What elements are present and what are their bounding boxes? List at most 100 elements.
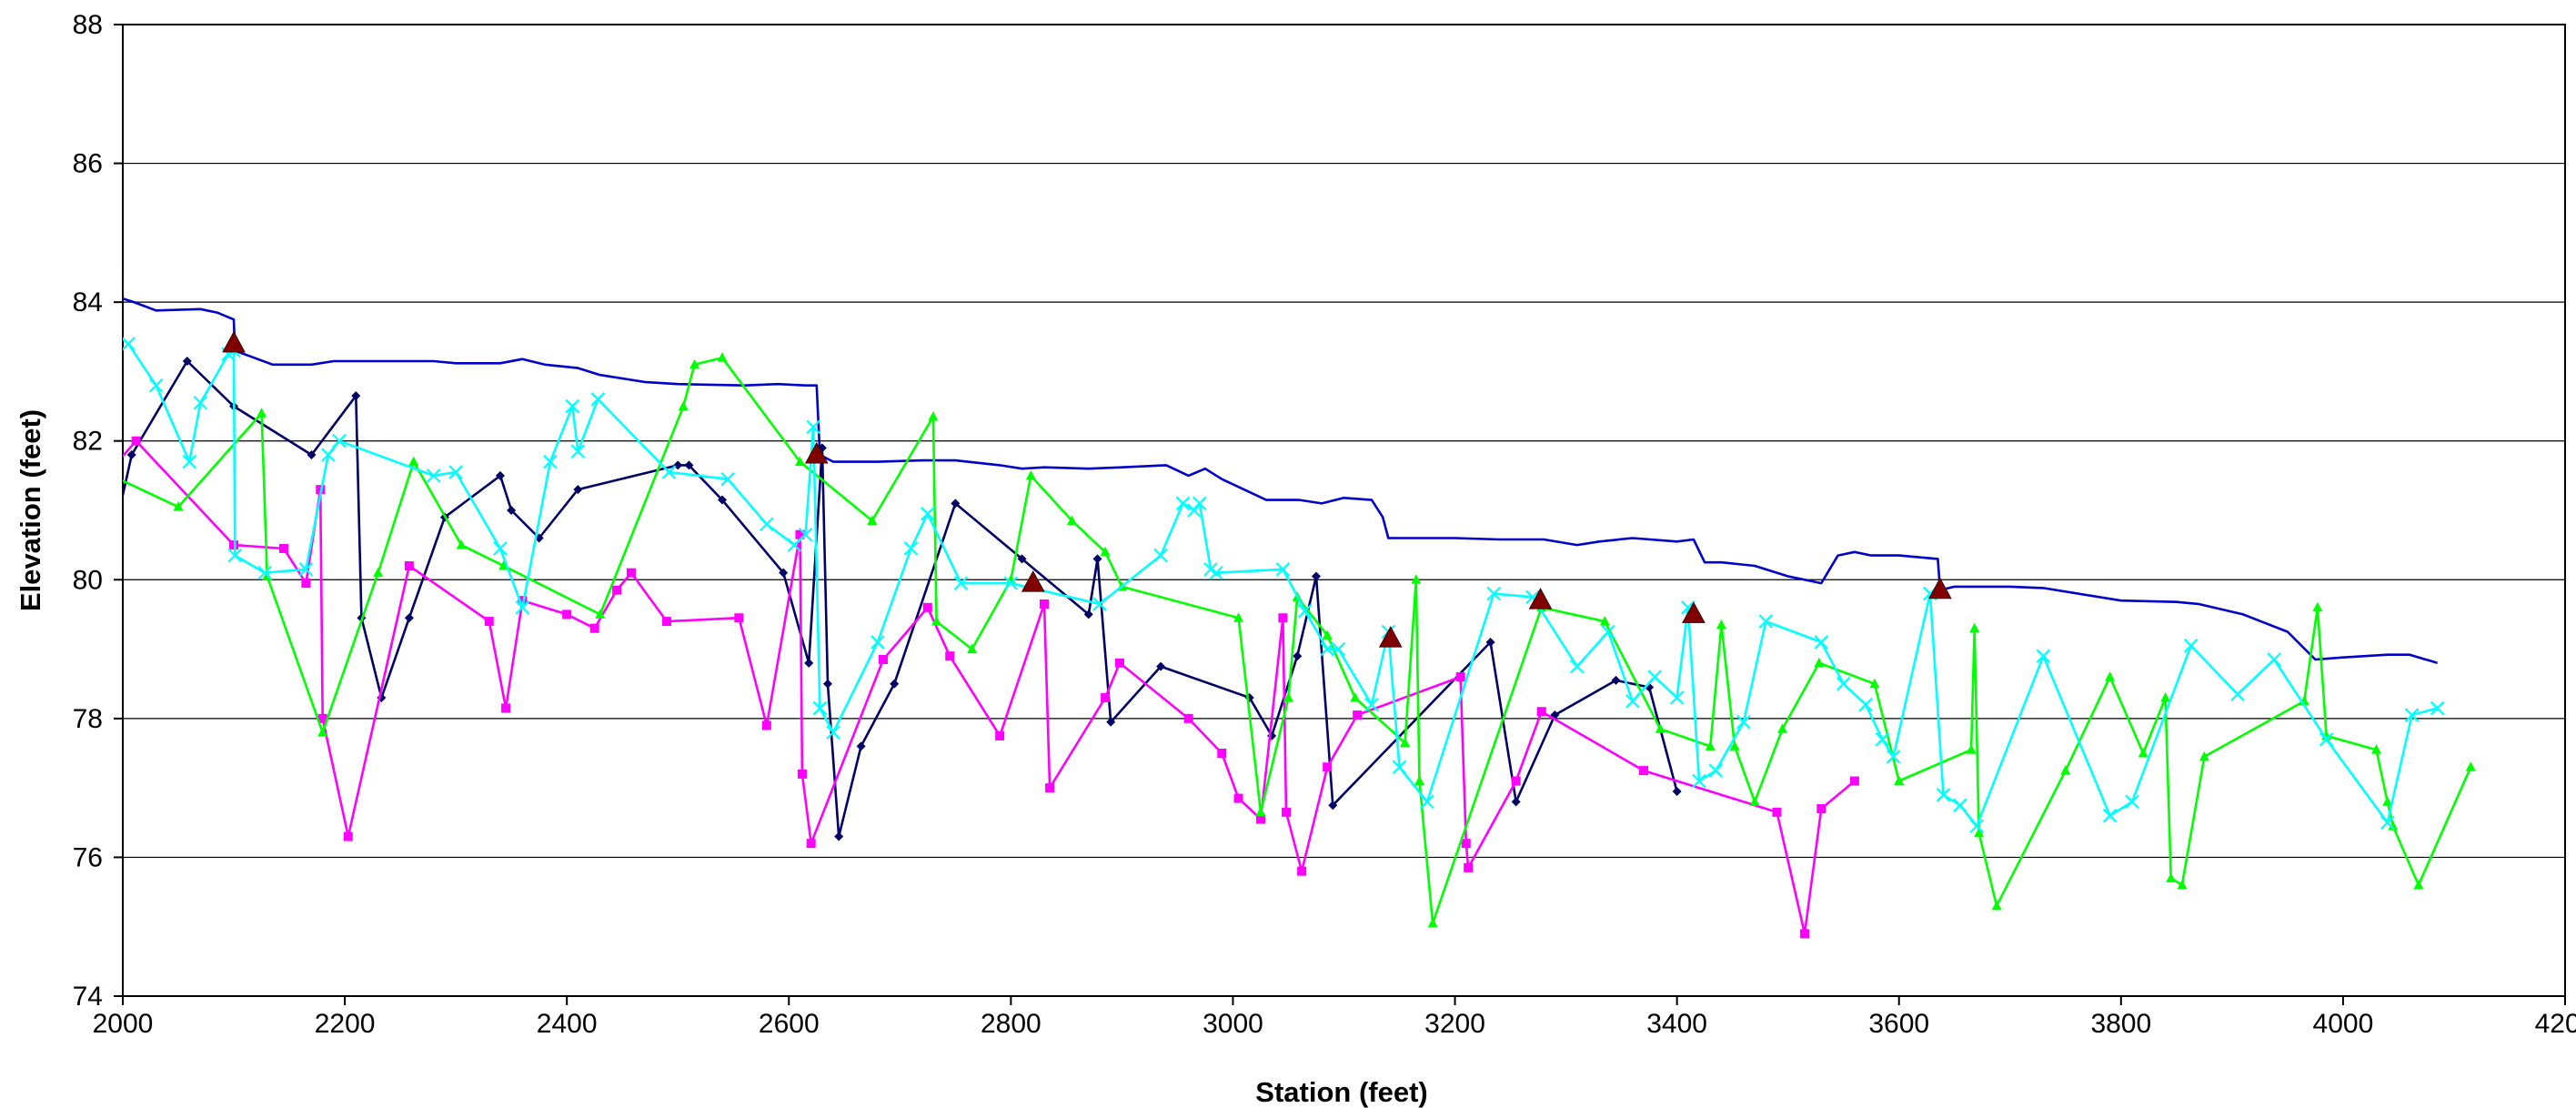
- data-point: [806, 839, 816, 849]
- data-point: [565, 398, 580, 414]
- data-point: [2319, 731, 2334, 747]
- data-point: [1536, 707, 1546, 717]
- data-point: [1414, 775, 1424, 786]
- data-point: [931, 616, 942, 626]
- data-point: [2380, 815, 2395, 831]
- data-point: [595, 609, 606, 619]
- data-point: [890, 679, 900, 689]
- data-point: [1966, 744, 1977, 754]
- data-point: [1156, 661, 1166, 671]
- data-point: [2060, 765, 2071, 775]
- data-point: [1894, 775, 1905, 786]
- data-point: [332, 433, 347, 448]
- data-point: [317, 727, 328, 737]
- data-point: [1400, 737, 1411, 748]
- x-tick-label: 2400: [537, 1009, 598, 1039]
- y-tick-label: 78: [73, 704, 103, 734]
- data-point: [673, 460, 683, 470]
- data-point: [1293, 651, 1303, 661]
- data-point: [804, 658, 814, 668]
- data-point: [1669, 690, 1685, 705]
- data-point: [2388, 821, 2399, 831]
- data-point: [1511, 797, 1521, 807]
- data-point: [1758, 614, 1774, 629]
- data-point: [1350, 691, 1361, 702]
- data-point: [1083, 609, 1093, 619]
- data-point: [343, 831, 353, 841]
- data-point: [806, 419, 820, 435]
- data-point: [1328, 801, 1338, 811]
- data-point: [870, 635, 885, 650]
- data-point: [812, 700, 828, 716]
- data-point: [518, 596, 528, 606]
- data-point: [1969, 819, 1984, 833]
- data-point: [1101, 692, 1111, 702]
- data-point: [1322, 630, 1333, 640]
- data-point: [1749, 796, 1760, 806]
- data-point: [967, 643, 978, 654]
- data-point: [1974, 827, 1985, 838]
- data-point: [1772, 807, 1782, 817]
- data-point: [1611, 675, 1621, 685]
- data-point: [278, 543, 288, 553]
- data-point: [2102, 808, 2118, 823]
- data-point: [1814, 635, 1829, 650]
- data-point: [1217, 749, 1227, 758]
- data-point: [257, 565, 272, 580]
- data-point: [182, 454, 197, 469]
- data-point: [1298, 603, 1313, 619]
- data-point: [798, 527, 813, 542]
- data-point: [498, 560, 509, 570]
- data-point: [903, 541, 919, 556]
- y-tick-label: 74: [73, 982, 103, 1012]
- data-point: [1278, 613, 1288, 623]
- data-point: [2138, 748, 2148, 758]
- data-point: [1464, 862, 1474, 872]
- data-point: [794, 456, 805, 467]
- data-point: [1092, 597, 1107, 611]
- data-point: [501, 703, 511, 713]
- data-point: [2465, 761, 2476, 771]
- data-point: [1282, 807, 1292, 817]
- data-point: [1485, 637, 1495, 647]
- data-point: [222, 330, 246, 353]
- data-point: [951, 499, 961, 509]
- data-point: [1647, 670, 1663, 684]
- data-point: [193, 395, 208, 410]
- data-point: [678, 400, 689, 411]
- data-point: [1601, 624, 1615, 640]
- data-point: [718, 495, 728, 505]
- data-point: [2105, 671, 2116, 681]
- data-point: [1672, 786, 1682, 796]
- data-point: [2183, 638, 2199, 653]
- data-point: [1320, 641, 1334, 657]
- x-axis-ticks: 2000 2200 2400 2600 2800 3000 3200 3400 3600 3800…: [93, 996, 2576, 1039]
- data-point: [1858, 697, 1873, 712]
- data-point: [1936, 787, 1951, 802]
- x-tick-label: 2000: [93, 1009, 154, 1039]
- series: [222, 330, 1952, 648]
- data-point: [1969, 622, 1980, 633]
- x-tick-label: 3200: [1424, 1009, 1485, 1039]
- data-point: [1716, 619, 1726, 630]
- data-point: [1736, 714, 1751, 730]
- data-point: [2312, 601, 2323, 612]
- data-point: [1114, 658, 1124, 668]
- y-axis-ticks: 74 76 78 80 82 84 86 88: [73, 10, 123, 1012]
- data-point: [301, 579, 311, 589]
- plot-area: [122, 24, 2566, 997]
- data-point: [1331, 641, 1346, 657]
- x-tick-label: 3600: [1868, 1009, 1929, 1039]
- data-point: [1875, 731, 1890, 747]
- y-axis-title: Elevation (feet): [15, 409, 46, 611]
- data-point: [879, 655, 889, 665]
- data-point: [1283, 691, 1293, 702]
- data-point: [2036, 649, 2051, 663]
- data-point: [2125, 794, 2139, 810]
- data-point: [2430, 700, 2445, 716]
- y-tick-label: 76: [73, 842, 103, 872]
- data-point: [684, 460, 694, 470]
- data-point: [1420, 794, 1434, 810]
- data-point: [1692, 773, 1706, 789]
- data-point: [1427, 917, 1438, 928]
